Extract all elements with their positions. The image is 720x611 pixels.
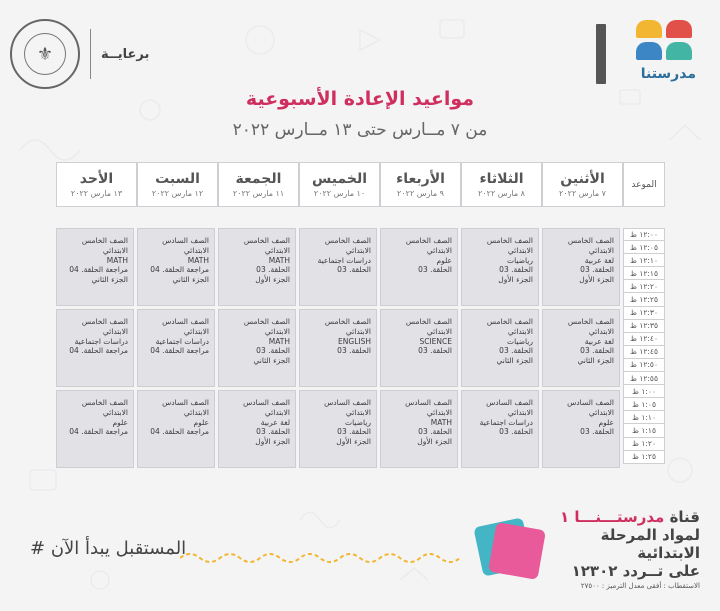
lesson-cell: الصف الخامس الابتدائي علوم الحلقة. 03	[380, 228, 458, 306]
day-name: الأثنين	[560, 171, 605, 187]
lesson-cell: الصف السادس الابتدائي MATH مراجعة الحلقة…	[137, 228, 215, 306]
day-name: الثلاثاء	[479, 171, 524, 187]
day-date: ١٣ مارس ٢٠٢٢	[70, 189, 123, 198]
day-header-saturday: السبت ١٢ مارس ٢٠٢٢	[137, 162, 218, 207]
lesson-cell: الصف الخامس الابتدائي لغة عربية الحلقة. …	[542, 309, 620, 387]
lesson-cell: الصف السادس الابتدائي دراسات اجتماعية مر…	[137, 309, 215, 387]
day-header-tuesday: الثلاثاء ٨ مارس ٢٠٢٢	[461, 162, 542, 207]
day-date: ١١ مارس ٢٠٢٢	[232, 189, 285, 198]
lesson-cell: الصف الخامس الابتدائي علوم مراجعة الحلقة…	[56, 390, 134, 468]
channel-number-mark	[596, 24, 606, 84]
time-slot: ١٢:٤٠ ظ	[623, 332, 665, 346]
logo-tiles	[634, 18, 696, 64]
channel-polarization: الاستقطاب : أفقى معدل الترميز : ٢٧٥٠٠	[580, 582, 700, 590]
day-name: الجمعة	[235, 171, 282, 187]
sponsor-block: ⚜ برعايــة	[10, 18, 149, 90]
time-slot: ١:١٠ ظ	[623, 411, 665, 425]
lesson-cell: الصف السادس الابتدائي لغة عربية الحلقة. …	[218, 390, 296, 468]
channel-info: قناة مدرستـــنـــا ١ لمواد المرحلة الابت…	[550, 508, 700, 590]
channel-subject-line: لمواد المرحلة الابتدائية	[600, 526, 700, 562]
time-slot: ١٢:٥٠ ظ	[623, 358, 665, 373]
logo-tile-teal	[666, 42, 692, 60]
eagle-icon: ⚜	[24, 33, 66, 75]
logo-tile-red	[666, 20, 692, 38]
time-slot: ١٢:٥٥ ظ	[623, 372, 665, 386]
lesson-cell: الصف السادس الابتدائي علوم مراجعة الحلقة…	[137, 390, 215, 468]
day-date: ٧ مارس ٢٠٢٢	[559, 189, 606, 198]
time-slots-column: ١٢:٠٠ ظ ١٢:٠٥ ظ ١٢:١٠ ظ ١٢:١٥ ظ ١٢:٢٠ ظ …	[623, 228, 665, 468]
time-slot: ١٢:٣٠ ظ	[623, 306, 665, 320]
logo-tile-yellow	[636, 20, 662, 38]
lesson-block-row: الصف الخامس الابتدائي لغة عربية الحلقة. …	[55, 309, 620, 387]
time-slot: ١٢:٠٠ ظ	[623, 228, 665, 242]
lesson-cell: الصف الخامس الابتدائي MATH مراجعة الحلقة…	[56, 228, 134, 306]
channel-line: قناة مدرستـــنـــا ١	[550, 508, 700, 526]
lessons-grid: الصف الخامس الابتدائي لغة عربية الحلقة. …	[55, 228, 623, 468]
day-header-friday: الجمعة ١١ مارس ٢٠٢٢	[218, 162, 299, 207]
lesson-cell: الصف السادس الابتدائي علوم الحلقة. 03	[542, 390, 620, 468]
time-slot: ١٢:١٠ ظ	[623, 254, 665, 268]
time-header-label: الموعد	[631, 179, 657, 190]
day-header-wednesday: الأربعاء ٩ مارس ٢٠٢٢	[380, 162, 461, 207]
time-slot: ١٢:٣٥ ظ	[623, 319, 665, 333]
time-slot: ١:٠٥ ظ	[623, 398, 665, 412]
channel-prefix: قناة	[669, 508, 700, 526]
channel-frequency: على تــردد ١٢٣٠٢	[571, 562, 700, 580]
channel-name: مدرستـــنـــا ١	[559, 508, 665, 526]
time-slot: ١٢:٠٥ ظ	[623, 241, 665, 255]
time-slot: ١٢:٤٥ ظ	[623, 345, 665, 359]
lesson-cell: الصف الخامس الابتدائي لغة عربية الحلقة. …	[542, 228, 620, 306]
slogan: # المستقبل يبدأ الآن	[30, 538, 187, 559]
lesson-block-row: الصف السادس الابتدائي علوم الحلقة. 03 ال…	[55, 390, 620, 468]
table-body: ١٢:٠٠ ظ ١٢:٠٥ ظ ١٢:١٠ ظ ١٢:١٥ ظ ١٢:٢٠ ظ …	[55, 228, 665, 468]
day-name: السبت	[155, 171, 200, 187]
time-slot: ١:٢٥ ظ	[623, 450, 665, 464]
brand-name: مدرستنا	[640, 66, 696, 82]
time-slot: ١:٢٠ ظ	[623, 437, 665, 451]
lesson-cell: الصف السادس الابتدائي رياضيات الحلقة. 03…	[299, 390, 377, 468]
day-name: الخميس	[311, 171, 368, 187]
time-slot: ١٢:٢٠ ظ	[623, 280, 665, 294]
day-name: الأحد	[79, 171, 114, 187]
time-slot: ١:٠٠ ظ	[623, 385, 665, 399]
ministry-seal: ⚜	[10, 19, 80, 89]
madrasetna-logo: مدرستنا	[596, 18, 706, 90]
day-header-sunday: الأحد ١٣ مارس ٢٠٢٢	[56, 162, 137, 207]
time-slot: ١:١٥ ظ	[623, 424, 665, 438]
time-slot: ١٢:١٥ ظ	[623, 267, 665, 281]
lesson-cell: الصف الخامس الابتدائي دراسات اجتماعية ال…	[299, 228, 377, 306]
lesson-cell: الصف الخامس الابتدائي SCIENCE الحلقة. 03	[380, 309, 458, 387]
lesson-cell: الصف الخامس الابتدائي ENGLISH الحلقة. 03	[299, 309, 377, 387]
lesson-cell: الصف الخامس الابتدائي MATH الحلقة. 03 ال…	[218, 309, 296, 387]
time-slot: ١٢:٢٥ ظ	[623, 293, 665, 307]
day-date: ٨ مارس ٢٠٢٢	[478, 189, 525, 198]
day-header-thursday: الخميس ١٠ مارس ٢٠٢٢	[299, 162, 380, 207]
page-title: مواعيد الإعادة الأسبوعية	[245, 88, 475, 110]
logo-tile-blue	[636, 42, 662, 60]
sponsor-divider	[90, 29, 91, 79]
day-date: ٩ مارس ٢٠٢٢	[397, 189, 444, 198]
lesson-cell: الصف الخامس الابتدائي دراسات اجتماعية مر…	[56, 309, 134, 387]
lesson-block-row: الصف الخامس الابتدائي لغة عربية الحلقة. …	[55, 228, 620, 306]
schedule-table: الموعد الأثنين ٧ مارس ٢٠٢٢ الثلاثاء ٨ ما…	[55, 162, 665, 468]
lesson-cell: الصف الخامس الابتدائي MATH الحلقة. 03 ال…	[218, 228, 296, 306]
page-subtitle: من ٧ مــارس حتى ١٣ مــارس ٢٠٢٢	[232, 120, 488, 140]
day-name: الأربعاء	[396, 171, 445, 187]
day-header-monday: الأثنين ٧ مارس ٢٠٢٢	[542, 162, 623, 207]
sponsor-label: برعايــة	[101, 46, 150, 62]
lesson-cell: الصف الخامس الابتدائي رياضيات الحلقة. 03…	[461, 228, 539, 306]
day-date: ١٢ مارس ٢٠٢٢	[151, 189, 204, 198]
day-date: ١٠ مارس ٢٠٢٢	[313, 189, 366, 198]
time-column-header: الموعد	[623, 162, 665, 207]
lesson-cell: الصف الخامس الابتدائي رياضيات الحلقة. 03…	[461, 309, 539, 387]
lesson-cell: الصف السادس الابتدائي دراسات اجتماعية ال…	[461, 390, 539, 468]
wavy-divider	[180, 553, 460, 563]
table-header-row: الموعد الأثنين ٧ مارس ٢٠٢٢ الثلاثاء ٨ ما…	[55, 162, 665, 207]
lesson-cell: الصف السادس الابتدائي MATH الحلقة. 03 ال…	[380, 390, 458, 468]
cards-illustration	[474, 518, 546, 580]
